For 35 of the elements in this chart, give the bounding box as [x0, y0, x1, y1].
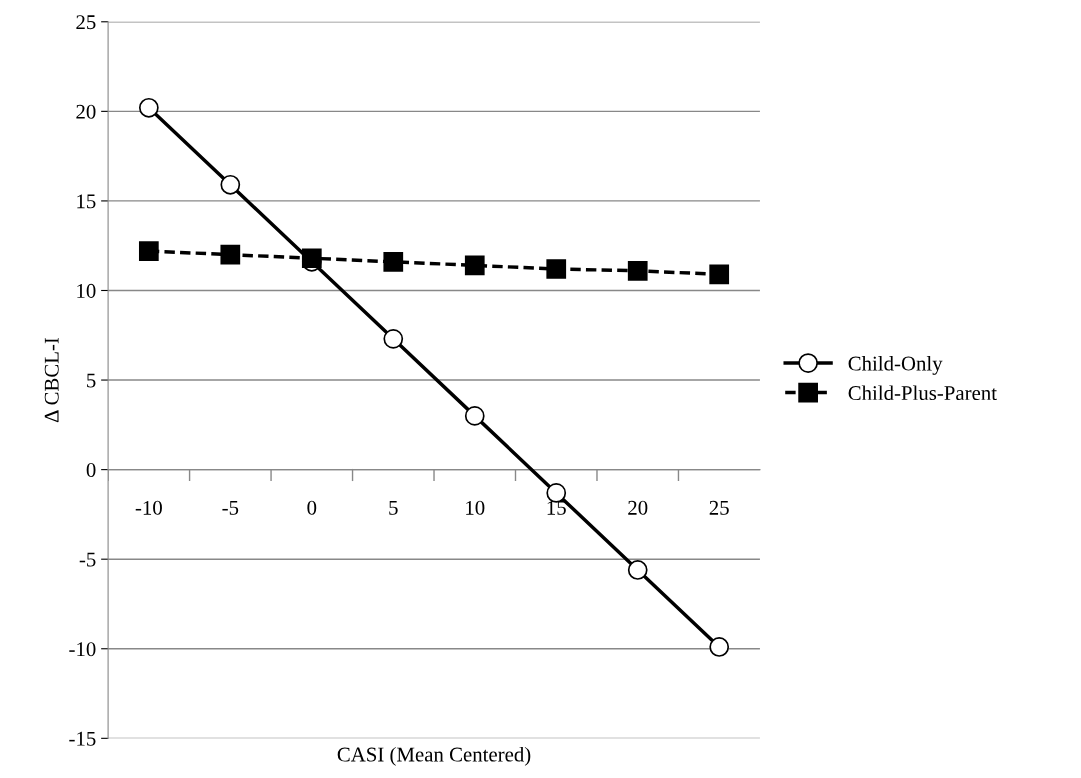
y-tick-label: 25	[76, 15, 96, 30]
x-tick-label: -5	[222, 500, 239, 515]
x-tick-label: 0	[307, 500, 317, 515]
y-tick-label: -5	[79, 552, 96, 567]
point	[709, 637, 730, 657]
point	[546, 483, 567, 503]
point	[709, 264, 730, 285]
y-tick-label: 0	[86, 462, 96, 478]
x-tick-label: 20	[628, 500, 648, 515]
point	[220, 244, 241, 265]
point	[546, 259, 567, 279]
x-tick-label: -10	[135, 500, 162, 515]
x-tick-label: 5	[389, 500, 398, 515]
point	[138, 241, 159, 261]
x-tick-label: 10	[466, 500, 485, 515]
x-tick-label: 25	[709, 500, 729, 515]
point	[383, 328, 404, 349]
legend-label: Child-Plus-Parent	[848, 385, 997, 401]
y-axis-title: Δ CBCL-I	[44, 337, 59, 423]
point	[220, 174, 241, 195]
point	[464, 406, 485, 426]
y-tick-label: 20	[76, 104, 96, 119]
y-tick-label: -10	[69, 642, 96, 657]
x-tick-label: 15	[547, 500, 566, 515]
x-axis-title: CASI (Mean Centered)	[337, 746, 531, 766]
point	[627, 560, 648, 580]
y-tick-label: 5	[87, 373, 96, 388]
point	[464, 255, 485, 276]
y-tick-label: -15	[69, 731, 96, 746]
point	[138, 97, 159, 118]
y-tick-label: 10	[77, 283, 96, 298]
y-tick-label: 15	[77, 194, 96, 209]
point	[627, 260, 648, 281]
legend-label: Child-Only	[848, 355, 943, 375]
point	[383, 251, 404, 272]
